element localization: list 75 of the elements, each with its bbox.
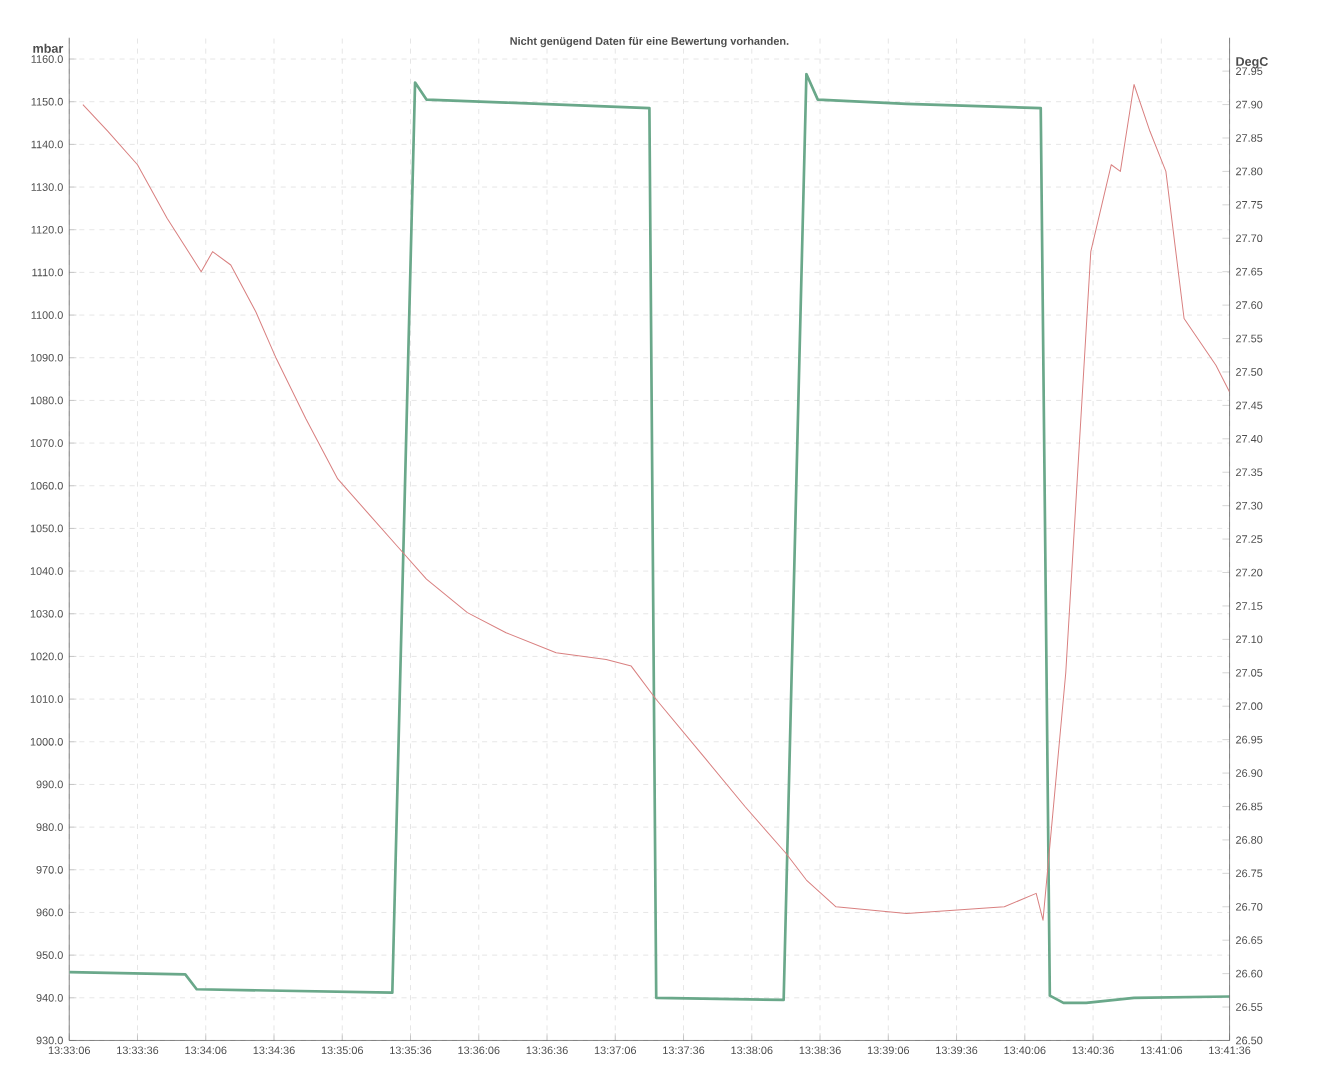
x-tick-label: 13:41:36 bbox=[1209, 1046, 1251, 1055]
x-tick-label: 13:36:06 bbox=[458, 1046, 500, 1055]
y2-tick-label: 27.05 bbox=[1236, 669, 1263, 677]
x-tick-label: 13:34:36 bbox=[253, 1046, 295, 1055]
y-tick-label: 1130.0 bbox=[31, 183, 63, 191]
y2-tick-label: 27.45 bbox=[1236, 401, 1263, 410]
x-tick-label: 13:38:06 bbox=[731, 1046, 773, 1055]
y-tick-label: 1080.0 bbox=[30, 396, 63, 405]
y-axis-title: mbar bbox=[33, 43, 64, 53]
y2-tick-label: 26.50 bbox=[1236, 1036, 1263, 1045]
y2-tick-label: 26.60 bbox=[1236, 969, 1263, 978]
y-tick-label: 1020.0 bbox=[30, 652, 63, 661]
x-tick-label: 13:33:06 bbox=[48, 1046, 90, 1055]
y2-tick-label: 26.75 bbox=[1236, 869, 1263, 878]
y2-tick-label: 26.95 bbox=[1236, 735, 1263, 744]
y2-axis-title: DegC bbox=[1236, 57, 1269, 69]
y-tick-label: 950.0 bbox=[36, 951, 63, 960]
y-tick-label: 1040.0 bbox=[30, 567, 63, 576]
x-tick-label: 13:35:06 bbox=[321, 1046, 363, 1055]
y-tick-label: 1100.0 bbox=[31, 311, 63, 320]
y-tick-label: 1120.0 bbox=[31, 225, 63, 234]
y2-tick-label: 27.95 bbox=[1236, 67, 1263, 76]
y2-tick-label: 26.80 bbox=[1236, 836, 1263, 844]
y2-tick-label: 27.85 bbox=[1236, 134, 1263, 142]
y2-tick-label: 27.15 bbox=[1236, 602, 1263, 610]
y-tick-label: 930.0 bbox=[36, 1036, 63, 1045]
y2-tick-label: 27.35 bbox=[1236, 468, 1263, 477]
y2-tick-label: 27.20 bbox=[1236, 568, 1263, 577]
y2-tick-label: 27.30 bbox=[1236, 501, 1263, 510]
y-tick-label: 1010.0 bbox=[30, 695, 63, 704]
y2-tick-label: 27.65 bbox=[1236, 267, 1263, 276]
y-tick-label: 960.0 bbox=[36, 908, 63, 917]
y-tick-label: 990.0 bbox=[36, 780, 63, 789]
y-tick-label: 970.0 bbox=[36, 866, 63, 874]
x-tick-label: 13:34:06 bbox=[185, 1046, 227, 1055]
y2-tick-label: 27.50 bbox=[1236, 368, 1263, 376]
y2-tick-label: 26.70 bbox=[1236, 902, 1263, 911]
y-tick-label: 1050.0 bbox=[30, 524, 63, 533]
x-tick-label: 13:40:06 bbox=[1004, 1046, 1046, 1055]
y2-tick-label: 27.60 bbox=[1236, 301, 1263, 310]
y-tick-label: 1160.0 bbox=[31, 55, 63, 63]
y2-tick-label: 27.00 bbox=[1236, 702, 1263, 711]
y-tick-label: 1070.0 bbox=[30, 439, 63, 448]
y2-tick-label: 27.55 bbox=[1236, 334, 1263, 343]
y2-tick-label: 26.55 bbox=[1236, 1003, 1263, 1011]
x-tick-label: 13:39:06 bbox=[867, 1046, 910, 1055]
y2-tick-label: 27.80 bbox=[1236, 167, 1263, 176]
y-tick-label: 1110.0 bbox=[32, 268, 63, 277]
y-tick-label: 1140.0 bbox=[31, 140, 63, 149]
y2-tick-label: 26.85 bbox=[1236, 802, 1263, 811]
y-tick-label: 1000.0 bbox=[30, 738, 63, 746]
x-tick-label: 13:37:36 bbox=[663, 1046, 705, 1055]
x-tick-label: 13:37:06 bbox=[594, 1046, 637, 1055]
y2-tick-label: 27.90 bbox=[1236, 100, 1263, 109]
x-tick-label: 13:33:36 bbox=[117, 1046, 159, 1055]
y-tick-label: 940.0 bbox=[36, 994, 63, 1002]
y2-tick-label: 27.40 bbox=[1236, 435, 1263, 443]
y2-tick-label: 26.90 bbox=[1236, 769, 1263, 777]
y2-tick-label: 27.25 bbox=[1236, 535, 1263, 544]
x-tick-label: 13:38:36 bbox=[799, 1046, 841, 1055]
x-tick-label: 13:36:36 bbox=[526, 1046, 568, 1055]
y-tick-label: 1060.0 bbox=[30, 481, 63, 490]
y2-tick-label: 26.65 bbox=[1236, 936, 1263, 945]
y2-tick-label: 27.75 bbox=[1236, 201, 1263, 209]
y-tick-label: 1150.0 bbox=[31, 97, 63, 106]
y-tick-label: 1030.0 bbox=[30, 609, 63, 618]
y-tick-label: 1090.0 bbox=[30, 353, 63, 362]
x-tick-label: 13:39:36 bbox=[936, 1046, 978, 1055]
x-tick-label: 13:40:36 bbox=[1072, 1046, 1114, 1055]
y2-tick-label: 27.10 bbox=[1236, 635, 1263, 644]
y2-tick-label: 27.70 bbox=[1236, 234, 1263, 243]
chart-title: Nicht genügend Daten für eine Bewertung vorhanden. bbox=[510, 37, 789, 48]
x-tick-label: 13:41:06 bbox=[1140, 1046, 1183, 1055]
x-tick-label: 13:35:36 bbox=[390, 1046, 432, 1055]
y-tick-label: 980.0 bbox=[36, 823, 63, 832]
